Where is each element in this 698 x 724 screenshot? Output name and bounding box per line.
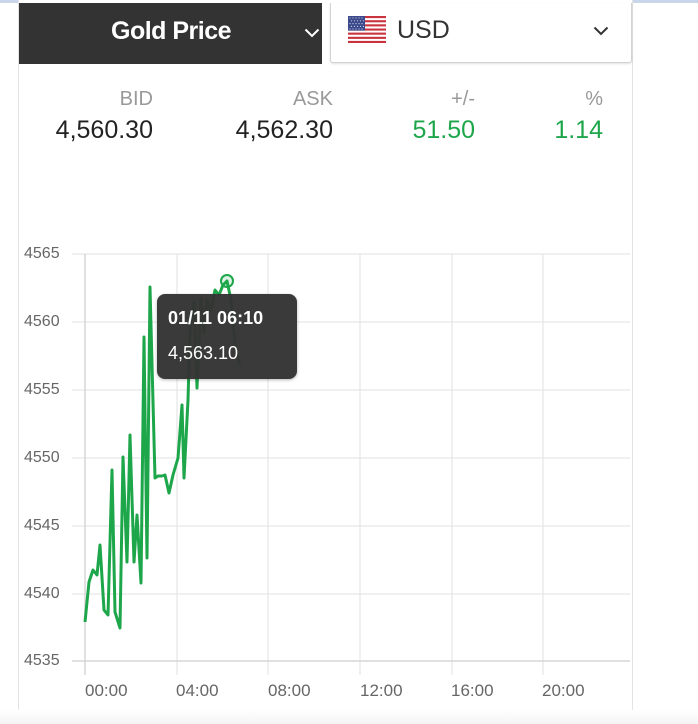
x-tick-label: 20:00 [542, 681, 585, 700]
tooltip-value: 4,563.10 [168, 343, 239, 363]
us-flag-icon [348, 16, 386, 43]
bid-label: BID [119, 88, 153, 110]
x-tick-label: 00:00 [85, 681, 128, 700]
x-tick-label: 04:00 [176, 681, 219, 700]
metal-select-dropdown[interactable]: Gold Price [19, 3, 322, 64]
change-label: +/- [451, 88, 475, 110]
percent-label: % [585, 88, 603, 110]
ask-value: 4,562.30 [235, 116, 333, 144]
percent-column: % 1.14 [520, 88, 603, 145]
y-tick-label: 4560 [24, 313, 60, 330]
tooltip-date: 01/11 06:10 [168, 308, 264, 328]
bid-value: 4,560.30 [55, 116, 153, 144]
change-column: +/- 51.50 [380, 88, 475, 145]
ask-label: ASK [292, 88, 333, 110]
chart-tooltip: 01/11 06:10 4,563.10 [157, 294, 297, 379]
change-value: 51.50 [412, 116, 475, 144]
ask-column: ASK 4,562.30 [210, 88, 333, 145]
y-tick-label: 4545 [24, 517, 60, 534]
currency-select-dropdown[interactable]: USD [330, 3, 632, 63]
bottom-edge [0, 710, 698, 724]
y-tick-label: 4550 [24, 449, 60, 466]
chevron-down-icon [593, 23, 609, 41]
y-tick-label: 4565 [24, 245, 60, 262]
y-tick-label: 4555 [24, 381, 60, 398]
y-tick-label: 4540 [24, 585, 60, 602]
percent-value: 1.14 [554, 116, 603, 144]
chevron-down-icon [304, 25, 320, 43]
y-tick-label: 4535 [24, 652, 60, 669]
x-tick-label: 08:00 [268, 681, 311, 700]
x-tick-label: 12:00 [360, 681, 403, 700]
bid-column: BID 4,560.30 [20, 88, 153, 145]
metal-select-label: Gold Price [111, 17, 232, 45]
hover-point-marker [220, 274, 234, 288]
x-tick-label: 16:00 [451, 681, 494, 700]
currency-select-label: USD [397, 16, 450, 44]
